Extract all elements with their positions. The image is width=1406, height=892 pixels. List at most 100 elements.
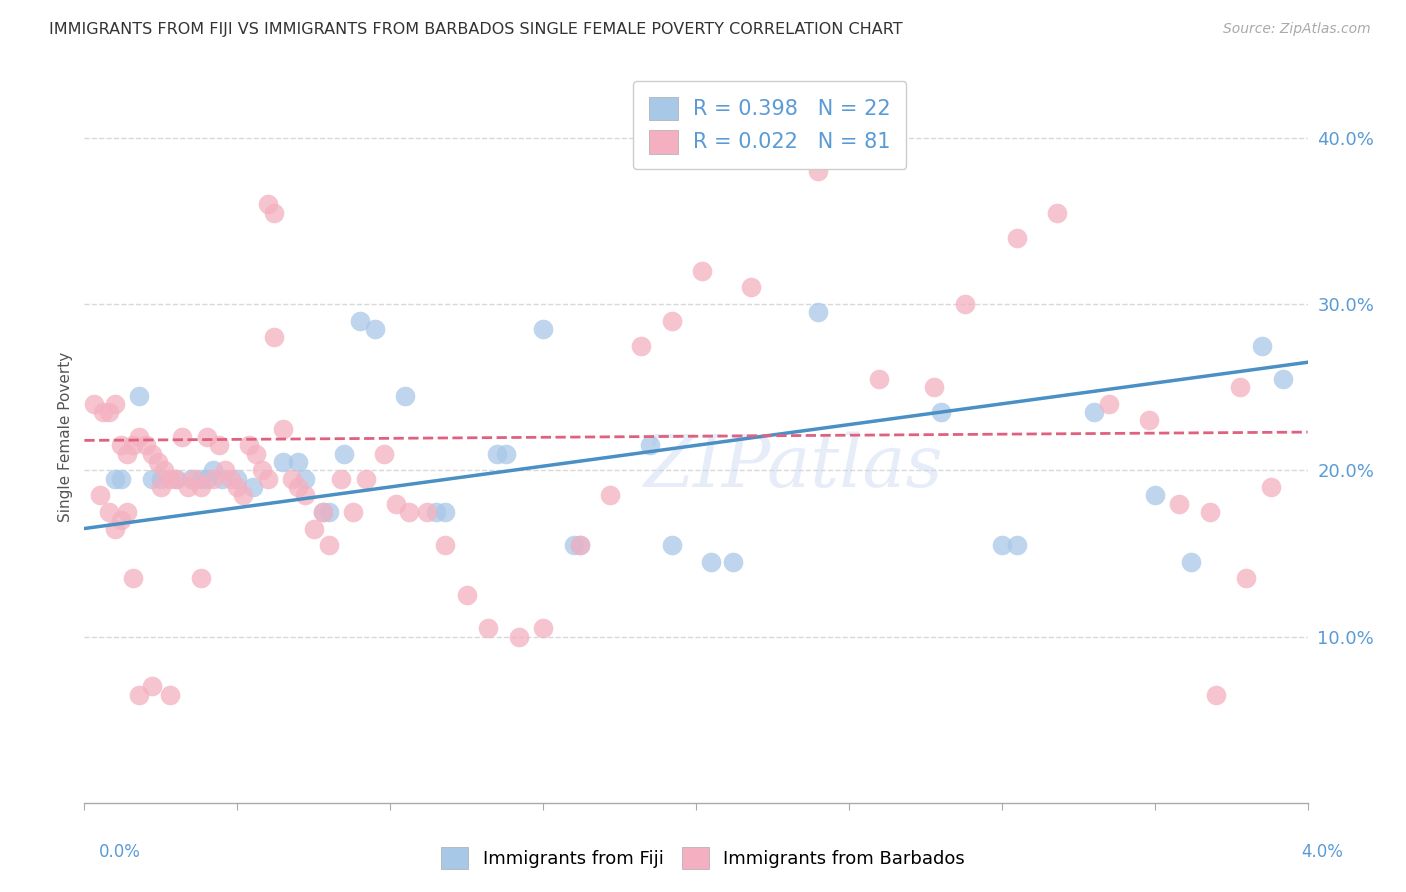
Point (690, 264, 713, 278)
Point (373, 447, 395, 461)
Point (190, 480, 212, 494)
Point (333, 447, 356, 461)
Point (190, 571, 212, 585)
Point (141, 472, 163, 486)
Point (201, 463, 224, 477)
Point (149, 480, 172, 494)
Point (242, 480, 264, 494)
Point (477, 621, 499, 635)
Point (122, 438, 145, 452)
Point (211, 472, 233, 486)
Point (104, 521, 127, 535)
Point (869, 372, 891, 386)
Point (135, 438, 157, 452)
Point (929, 405, 952, 419)
Point (263, 205, 285, 219)
Point (287, 480, 309, 494)
Point (434, 538, 457, 552)
Point (508, 630, 530, 644)
Point (330, 472, 353, 486)
Point (312, 505, 335, 519)
Point (495, 447, 517, 461)
Point (245, 447, 267, 461)
Point (177, 480, 200, 494)
Point (531, 621, 554, 635)
Point (1083, 405, 1105, 419)
Point (115, 447, 138, 461)
Point (354, 472, 377, 486)
Point (1005, 230, 1028, 244)
Point (165, 472, 187, 486)
Point (349, 314, 371, 328)
Point (1180, 555, 1202, 569)
Point (83, 397, 105, 411)
Point (110, 438, 132, 452)
Point (425, 505, 447, 519)
Point (953, 297, 976, 311)
Text: ZIPatlas: ZIPatlas (644, 431, 943, 501)
Point (219, 472, 242, 486)
Point (172, 430, 194, 444)
Point (486, 447, 509, 461)
Point (302, 521, 325, 535)
Point (661, 314, 683, 328)
Point (294, 488, 316, 502)
Point (318, 505, 340, 519)
Point (416, 505, 439, 519)
Point (159, 688, 181, 702)
Point (456, 588, 478, 602)
Point (364, 322, 387, 336)
Point (226, 480, 249, 494)
Point (115, 505, 138, 519)
Point (104, 397, 127, 411)
Point (149, 472, 172, 486)
Point (159, 472, 181, 486)
Point (599, 488, 621, 502)
Text: Source: ZipAtlas.com: Source: ZipAtlas.com (1223, 22, 1371, 37)
Point (226, 472, 249, 486)
Point (1005, 538, 1028, 552)
Text: 0.0%: 0.0% (98, 843, 141, 861)
Point (195, 430, 218, 444)
Y-axis label: Single Female Poverty: Single Female Poverty (58, 352, 73, 522)
Point (638, 438, 661, 452)
Point (294, 472, 316, 486)
Point (97, 505, 120, 519)
Point (271, 455, 294, 469)
Point (104, 472, 127, 486)
Point (924, 380, 946, 394)
Point (1205, 688, 1227, 702)
Point (141, 447, 163, 461)
Point (568, 538, 591, 552)
Point (531, 322, 554, 336)
Point (190, 472, 212, 486)
Point (1046, 205, 1069, 219)
Point (250, 463, 273, 477)
Point (385, 497, 408, 511)
Text: 4.0%: 4.0% (1301, 843, 1343, 861)
Point (128, 430, 150, 444)
Point (122, 571, 145, 585)
Point (1198, 505, 1220, 519)
Point (238, 438, 260, 452)
Point (721, 555, 744, 569)
Point (807, 305, 830, 319)
Text: IMMIGRANTS FROM FIJI VS IMMIGRANTS FROM BARBADOS SINGLE FEMALE POVERTY CORRELATI: IMMIGRANTS FROM FIJI VS IMMIGRANTS FROM … (49, 22, 903, 37)
Point (128, 688, 150, 702)
Point (398, 505, 420, 519)
Point (257, 472, 280, 486)
Point (110, 472, 132, 486)
Point (232, 488, 254, 502)
Point (263, 330, 285, 344)
Point (568, 538, 591, 552)
Point (1098, 397, 1121, 411)
Point (195, 472, 218, 486)
Point (91, 405, 114, 419)
Point (97, 405, 120, 419)
Point (700, 555, 723, 569)
Point (394, 388, 416, 402)
Point (1229, 380, 1251, 394)
Point (110, 513, 132, 527)
Point (153, 463, 176, 477)
Point (214, 463, 236, 477)
